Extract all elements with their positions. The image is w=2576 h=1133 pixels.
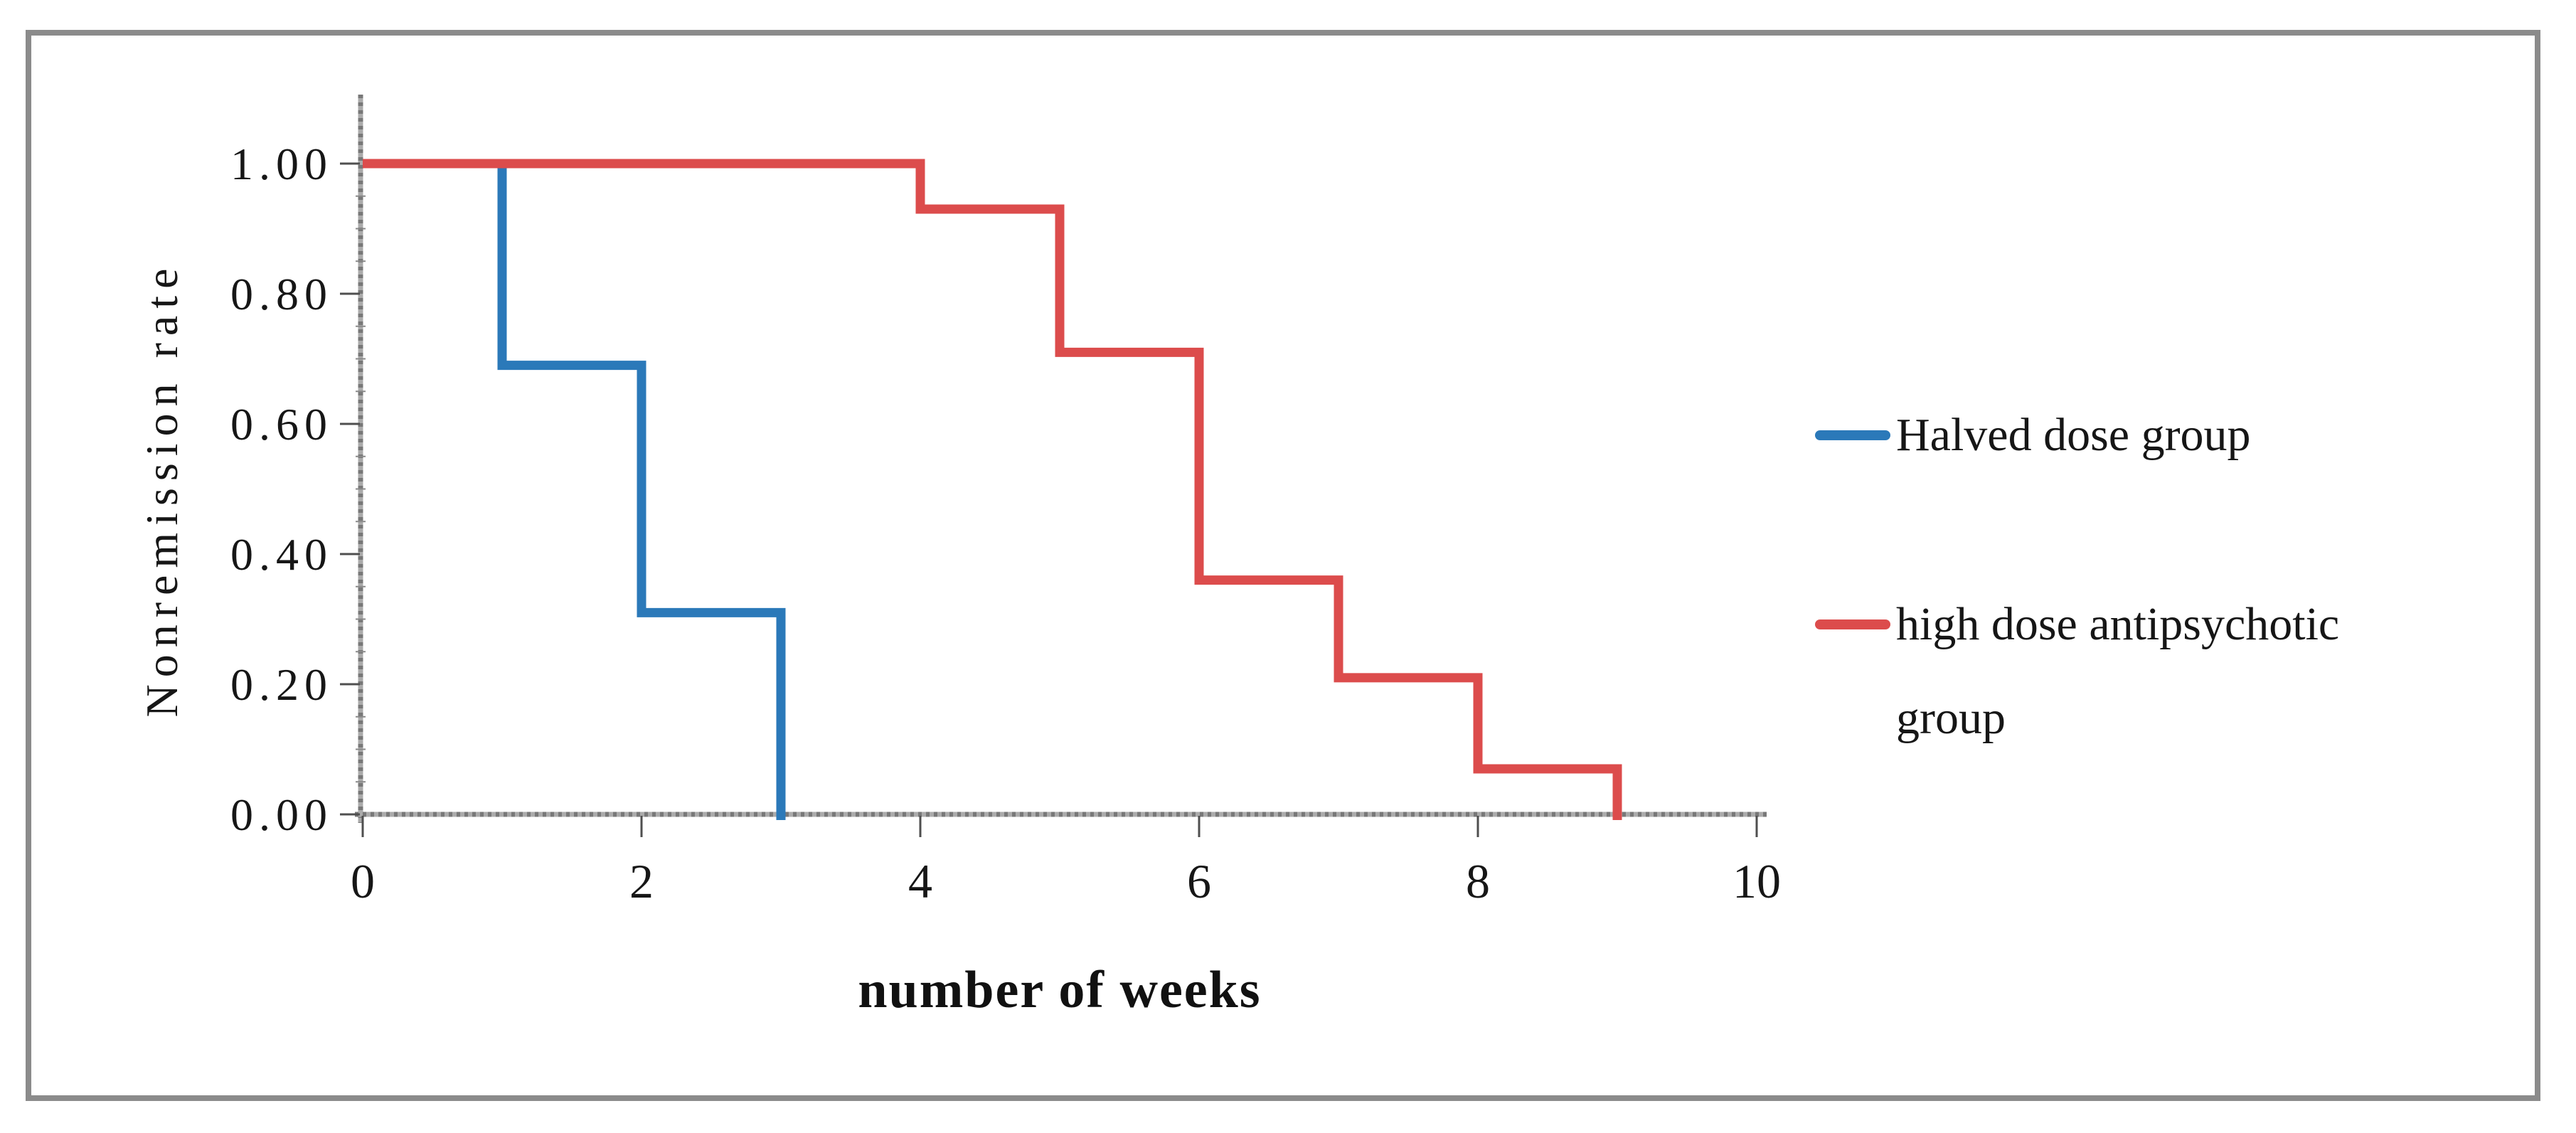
y-tick-label: 1.00 bbox=[230, 139, 333, 189]
legend-swatch-high-dose-line bbox=[1815, 619, 1890, 629]
legend-item-halved-dose: Halved dose group bbox=[1815, 388, 2458, 482]
y-axis-title: Nonremission rate bbox=[137, 261, 187, 718]
x-tick-label: 4 bbox=[908, 854, 932, 908]
figure-border-frame bbox=[26, 30, 2540, 1101]
legend: Halved dose group high dose antipsychoti… bbox=[1815, 0, 2526, 1133]
series-line-high-dose-antipsychotic-group bbox=[363, 159, 1622, 820]
y-tick-label: 0.20 bbox=[230, 659, 333, 710]
legend-swatch-halved-dose-line bbox=[1815, 430, 1890, 440]
legend-item-high-dose: high dose antipsychotic group bbox=[1815, 578, 2458, 765]
tick-labels: 1.00 0.80 0.60 0.40 0.20 0.00 0 2 4 6 8 10 bbox=[230, 139, 1781, 908]
series-line-halved-dose-group bbox=[363, 159, 786, 820]
series-lines bbox=[363, 159, 1622, 820]
axes bbox=[340, 95, 1767, 837]
x-tick-label: 8 bbox=[1466, 854, 1490, 908]
x-tick-label: 2 bbox=[629, 854, 654, 908]
y-tick-label: 0.40 bbox=[230, 529, 333, 580]
x-tick-label: 6 bbox=[1187, 854, 1211, 908]
x-axis-title: number of weeks bbox=[858, 961, 1262, 1019]
legend-label-halved-dose: Halved dose group bbox=[1896, 409, 2251, 461]
y-tick-label: 0.60 bbox=[230, 399, 333, 450]
legend-label-high-dose: high dose antipsychotic group bbox=[1896, 598, 2340, 744]
x-tick-label: 0 bbox=[351, 854, 375, 908]
y-tick-label: 0.80 bbox=[230, 269, 333, 319]
x-tick-label: 10 bbox=[1733, 854, 1781, 908]
y-tick-label: 0.00 bbox=[230, 789, 333, 840]
